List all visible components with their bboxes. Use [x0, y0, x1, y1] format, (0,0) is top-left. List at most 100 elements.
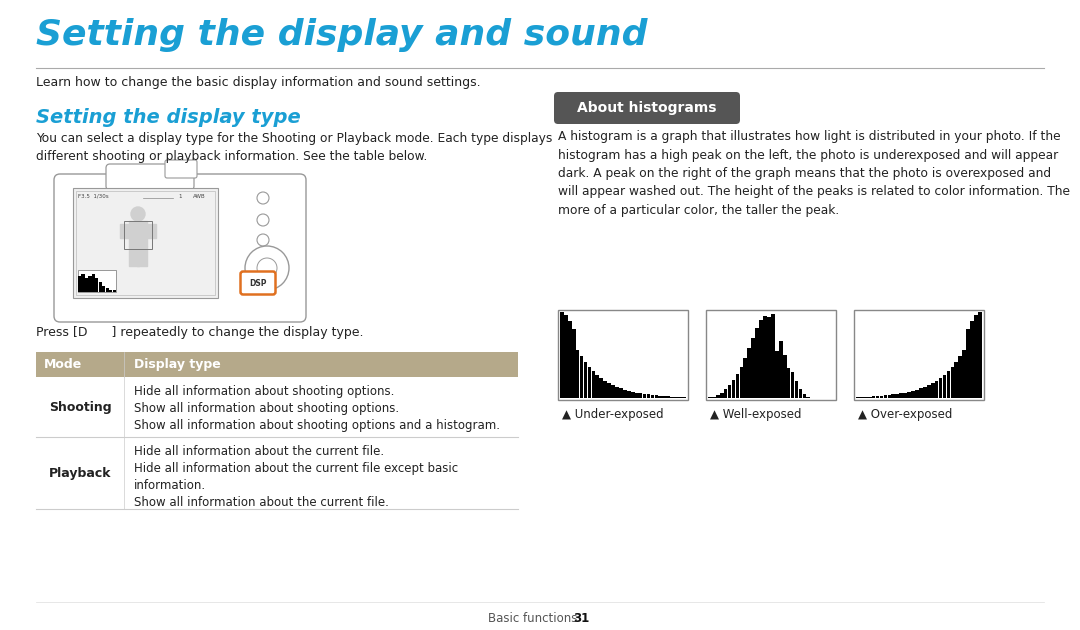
Bar: [561, 312, 564, 398]
Bar: [728, 385, 731, 398]
Bar: [872, 396, 876, 398]
Bar: [724, 389, 728, 398]
Text: ▲ Over-exposed: ▲ Over-exposed: [858, 408, 953, 421]
Bar: [716, 395, 719, 398]
Bar: [76, 191, 215, 295]
Bar: [576, 350, 580, 398]
Bar: [671, 396, 674, 398]
Text: ▲ Under-exposed: ▲ Under-exposed: [562, 408, 663, 421]
Bar: [604, 381, 607, 398]
Text: Hide all information about the current file except basic
information.: Hide all information about the current f…: [134, 462, 458, 492]
Bar: [927, 385, 931, 398]
Bar: [98, 282, 102, 292]
Bar: [81, 274, 84, 292]
Bar: [900, 393, 903, 398]
Bar: [623, 389, 626, 398]
Text: 1: 1: [178, 194, 181, 199]
Text: Mode: Mode: [44, 358, 82, 371]
Bar: [876, 396, 879, 398]
FancyBboxPatch shape: [554, 92, 740, 124]
Bar: [767, 317, 771, 398]
Bar: [619, 388, 623, 398]
Bar: [888, 395, 891, 398]
Text: AWB: AWB: [193, 194, 205, 199]
Bar: [592, 371, 595, 398]
Bar: [583, 362, 588, 398]
Text: ▲ Well-exposed: ▲ Well-exposed: [710, 408, 801, 421]
Bar: [802, 394, 807, 398]
Bar: [962, 350, 966, 398]
Bar: [795, 381, 798, 398]
Bar: [779, 341, 783, 398]
Bar: [109, 290, 112, 292]
Bar: [743, 358, 747, 398]
Bar: [568, 321, 571, 398]
Bar: [879, 396, 883, 398]
Bar: [654, 396, 658, 398]
Bar: [775, 351, 779, 398]
Bar: [907, 392, 910, 398]
Bar: [78, 270, 116, 292]
Text: Learn how to change the basic display information and sound settings.: Learn how to change the basic display in…: [36, 76, 481, 89]
Bar: [616, 387, 619, 398]
Bar: [106, 288, 109, 292]
Text: 31: 31: [573, 612, 590, 625]
Bar: [659, 396, 662, 398]
Bar: [73, 188, 218, 298]
Bar: [85, 278, 89, 292]
Bar: [647, 394, 650, 398]
Bar: [864, 397, 867, 398]
Bar: [678, 397, 681, 398]
Bar: [36, 377, 518, 437]
Bar: [735, 374, 740, 398]
Bar: [740, 367, 743, 398]
Bar: [78, 276, 81, 292]
Bar: [752, 338, 755, 398]
Bar: [595, 375, 599, 398]
Text: Show all information about the current file.: Show all information about the current f…: [134, 496, 389, 509]
Bar: [558, 310, 688, 400]
Bar: [599, 378, 603, 398]
Bar: [683, 397, 686, 398]
Bar: [915, 389, 919, 398]
Bar: [36, 437, 518, 509]
Bar: [759, 320, 762, 398]
Bar: [978, 312, 982, 398]
Text: Playback: Playback: [49, 466, 111, 479]
Bar: [103, 286, 106, 292]
Bar: [731, 380, 735, 398]
FancyBboxPatch shape: [54, 174, 306, 322]
Bar: [856, 397, 860, 398]
Bar: [580, 357, 583, 398]
Bar: [786, 368, 791, 398]
Bar: [854, 310, 984, 400]
Circle shape: [245, 246, 289, 290]
Bar: [891, 394, 895, 398]
Bar: [588, 367, 592, 398]
Bar: [611, 385, 615, 398]
Bar: [706, 310, 836, 400]
Text: Setting the display type: Setting the display type: [36, 108, 300, 127]
Bar: [89, 276, 92, 292]
Bar: [36, 352, 518, 377]
Bar: [674, 397, 678, 398]
Bar: [860, 397, 864, 398]
Bar: [868, 396, 872, 398]
Bar: [92, 274, 95, 292]
Bar: [95, 278, 98, 292]
Bar: [124, 221, 152, 249]
Bar: [783, 355, 786, 398]
Bar: [958, 357, 962, 398]
Bar: [747, 348, 751, 398]
Bar: [807, 397, 810, 398]
Text: Show all information about shooting options and a histogram.: Show all information about shooting opti…: [134, 419, 500, 432]
Bar: [771, 314, 774, 398]
Text: You can select a display type for the Shooting or Playback mode. Each type displ: You can select a display type for the Sh…: [36, 132, 552, 163]
Bar: [638, 393, 643, 398]
Bar: [755, 328, 759, 398]
Bar: [931, 383, 934, 398]
Text: F3.5  1/30s: F3.5 1/30s: [78, 194, 109, 199]
Circle shape: [257, 214, 269, 226]
Bar: [662, 396, 666, 398]
Circle shape: [257, 234, 269, 246]
